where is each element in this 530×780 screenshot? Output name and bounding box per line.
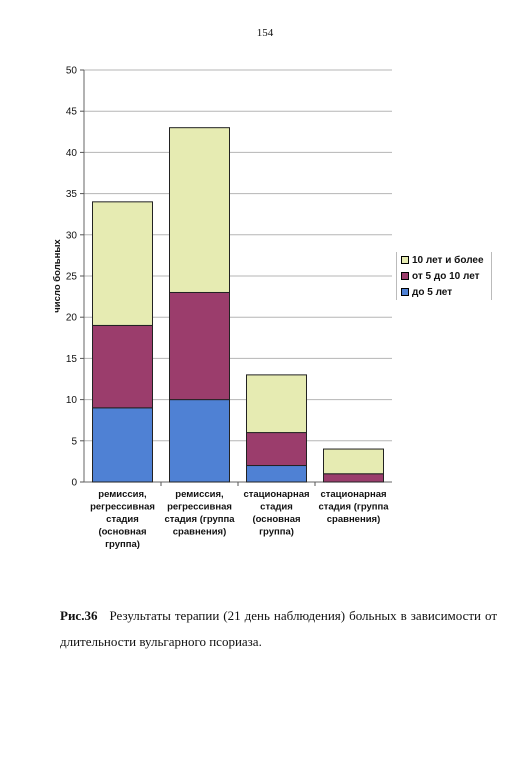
figure-caption-text: Результаты терапии (21 день наблюдения) … <box>60 608 497 649</box>
y-tick-label: 15 <box>66 354 78 365</box>
stacked-bar-chart: 0 5 10 15 20 25 30 35 40 45 50 ремиссия, регрессивн… <box>52 66 392 550</box>
y-axis-ticks: 0 5 10 15 20 25 30 35 40 45 50 <box>66 66 84 489</box>
x-tick-label: сравнения) <box>173 527 227 538</box>
x-tick-label: сравнения) <box>327 514 381 525</box>
bar-segment <box>323 448 384 475</box>
page-number: 154 <box>256 27 274 39</box>
y-tick-label: 35 <box>66 189 78 200</box>
y-tick-label: 30 <box>66 230 78 241</box>
x-tick-label: группа) <box>259 527 294 538</box>
bar-segment <box>169 291 230 401</box>
x-tick-label: стадия (группа <box>318 502 389 513</box>
y-tick-label: 10 <box>66 395 78 406</box>
chart-bars <box>92 127 384 483</box>
bar-segment <box>169 399 230 483</box>
chart-legend: 10 лет и более от 5 до 10 лет до 5 лет <box>396 252 492 300</box>
bar-segment <box>92 324 153 409</box>
legend-label: 10 лет и более <box>412 254 484 266</box>
legend-item: 10 лет и более <box>397 252 491 268</box>
y-tick-label: 5 <box>71 436 77 447</box>
y-axis-label: число больных <box>52 239 63 313</box>
x-tick-label: группа) <box>105 539 140 550</box>
legend-swatch <box>401 288 409 296</box>
figure-caption: Рис.36 Результаты терапии (21 день наблю… <box>60 603 497 655</box>
legend-label: до 5 лет <box>412 286 453 298</box>
bar-segment <box>92 407 153 483</box>
x-tick-label: ремиссия, <box>175 489 223 500</box>
bar-segment <box>246 432 307 467</box>
y-tick-label: 50 <box>66 66 78 77</box>
x-tick-label: (основная <box>252 514 300 525</box>
legend-label: от 5 до 10 лет <box>412 270 480 282</box>
x-tick-label: ремиссия, <box>98 489 146 500</box>
bar-segment <box>92 201 153 326</box>
bar-segment <box>323 473 384 483</box>
legend-swatch <box>401 272 409 280</box>
x-tick-label: стадия <box>260 502 293 513</box>
legend-item: от 5 до 10 лет <box>397 268 491 284</box>
y-tick-label: 0 <box>71 478 77 489</box>
bar-segment <box>169 127 230 293</box>
x-tick-label: стационарная <box>243 489 309 500</box>
x-tick-label: регрессивная <box>90 502 155 513</box>
x-tick-label: стадия <box>106 514 139 525</box>
y-tick-label: 20 <box>66 313 78 324</box>
x-tick-label: регрессивная <box>167 502 232 513</box>
y-tick-label: 25 <box>66 272 78 283</box>
legend-item: до 5 лет <box>397 284 491 300</box>
legend-swatch <box>401 256 409 264</box>
x-tick-label: (основная <box>98 527 146 538</box>
x-axis-categories: ремиссия,регрессивнаястадия(основнаягруп… <box>90 489 389 550</box>
x-tick-label: стадия (группа <box>164 514 235 525</box>
bar-segment <box>246 465 307 483</box>
figure-label: Рис.36 <box>60 608 98 623</box>
y-tick-label: 40 <box>66 148 78 159</box>
bar-segment <box>246 374 307 434</box>
y-tick-label: 45 <box>66 107 78 118</box>
x-tick-label: стационарная <box>320 489 386 500</box>
